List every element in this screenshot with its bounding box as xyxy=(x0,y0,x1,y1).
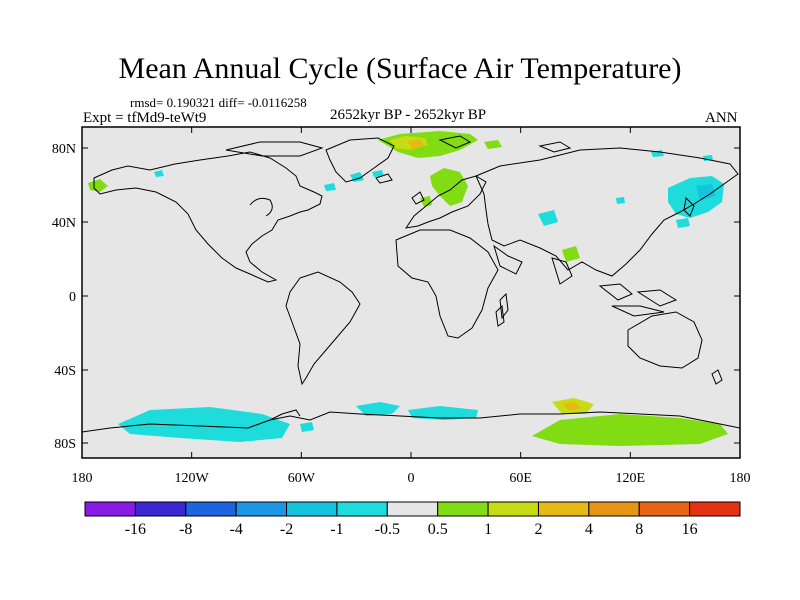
anomaly-patch xyxy=(538,210,558,226)
coastline xyxy=(499,292,509,320)
lat-tick-label: 40N xyxy=(52,216,76,231)
lon-tick-label: 60E xyxy=(509,471,532,486)
page-title: Mean Annual Cycle (Surface Air Temperatu… xyxy=(118,52,682,85)
map-background xyxy=(82,127,740,458)
colorbar-label: 8 xyxy=(635,521,643,538)
lat-tick-label: 0 xyxy=(69,290,76,305)
coastline xyxy=(411,191,425,205)
colorbar-swatch xyxy=(235,501,288,517)
lon-tick-label: 0 xyxy=(408,471,415,486)
coastline xyxy=(493,244,523,275)
lat-tick-label: 80S xyxy=(54,437,76,452)
anomaly-patch xyxy=(676,218,690,228)
coastline xyxy=(538,141,572,153)
colorbar: -16 -8 -4 -2 -1 -0.5 0.5 1 2 4 8 16 xyxy=(84,501,741,538)
colorbar-swatch xyxy=(537,501,590,517)
season-label: ANN xyxy=(705,110,738,126)
coastline xyxy=(438,135,472,149)
colorbar-swatch xyxy=(638,501,691,517)
anomaly-patch xyxy=(88,179,108,192)
colorbar-label: 2 xyxy=(534,521,542,538)
anomaly-patch xyxy=(408,406,478,420)
colorbar-label: 1 xyxy=(484,521,492,538)
anomaly-patch xyxy=(532,414,728,446)
colorbar-label: -8 xyxy=(179,521,192,538)
anomaly-patch xyxy=(696,184,716,200)
coastline xyxy=(598,283,633,301)
coastline xyxy=(325,137,395,183)
anomaly-patch xyxy=(300,422,314,432)
coastline xyxy=(249,197,273,217)
lon-tick-label: 180 xyxy=(730,471,751,486)
lat-tick-label: 80N xyxy=(52,142,76,157)
colorbar-label: -1 xyxy=(330,521,343,538)
colorbar-swatch xyxy=(84,501,136,517)
experiment-label: Expt = tfMd9-teWt9 xyxy=(83,110,207,126)
colorbar-label: -2 xyxy=(280,521,293,538)
anomaly-layer xyxy=(88,131,728,446)
coastline xyxy=(495,304,505,327)
coastline xyxy=(711,369,723,385)
coastline xyxy=(404,175,487,229)
colorbar-swatch xyxy=(487,501,539,517)
anomaly-patch xyxy=(356,402,400,416)
colorbar-label: -0.5 xyxy=(375,521,400,538)
anomaly-patch xyxy=(324,183,336,191)
lon-tick-label: 180 xyxy=(72,471,93,486)
anomaly-patch xyxy=(154,170,164,177)
stats-text: rmsd= 0.190321 diff= -0.0116258 xyxy=(130,95,307,110)
coastline xyxy=(225,141,324,157)
colorbar-swatch xyxy=(437,501,489,517)
anomaly-patch xyxy=(430,168,468,206)
coastline-layer xyxy=(82,135,740,433)
anomaly-patch xyxy=(372,170,384,177)
anomaly-patch xyxy=(562,246,580,262)
coastline xyxy=(93,151,323,283)
coastline xyxy=(551,257,573,285)
anomaly-patch xyxy=(562,402,582,411)
coastline xyxy=(82,411,740,433)
colorbar-label: 0.5 xyxy=(428,521,448,538)
coastline xyxy=(375,173,393,184)
anomaly-patch xyxy=(408,139,424,149)
coastline xyxy=(269,409,301,421)
coastline xyxy=(395,229,499,339)
colorbar-swatch xyxy=(336,501,388,517)
colorbar-swatch xyxy=(386,501,439,517)
lon-tick-label: 120W xyxy=(175,471,210,486)
colorbar-swatch xyxy=(134,501,187,517)
anomaly-patch xyxy=(484,140,502,149)
colorbar-label: -4 xyxy=(229,521,242,538)
lat-tick-label: 40S xyxy=(54,364,76,379)
colorbar-label: 4 xyxy=(585,521,593,538)
coastline xyxy=(627,311,703,369)
map-axes: 80N 40N 0 40S 80S 180 120W 60W 0 60E 120E 180 xyxy=(52,127,751,486)
coastline xyxy=(636,289,678,307)
coastline xyxy=(611,305,665,317)
colorbar-swatch xyxy=(689,501,741,517)
lon-tick-label: 120E xyxy=(616,471,646,486)
coastline xyxy=(683,196,695,217)
colorbar-label: -16 xyxy=(125,521,146,538)
coastline xyxy=(475,147,739,277)
anomaly-patch xyxy=(616,197,625,204)
lon-tick-label: 60W xyxy=(288,471,316,486)
colorbar-swatch xyxy=(185,501,237,517)
colorbar-swatch xyxy=(286,501,338,517)
anomaly-patch xyxy=(118,407,290,442)
colorbar-swatch xyxy=(588,501,640,517)
colorbar-label: 16 xyxy=(682,521,698,538)
period-label: 2652kyr BP - 2652kyr BP xyxy=(329,107,487,123)
coastline xyxy=(285,271,361,386)
